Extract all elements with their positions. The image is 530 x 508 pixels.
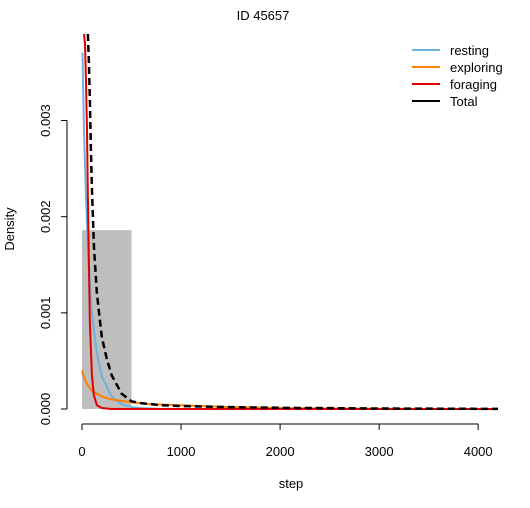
x-tick-label: 4000 xyxy=(464,444,493,459)
y-tick-label: 0.000 xyxy=(38,393,53,426)
x-tick-label: 3000 xyxy=(365,444,394,459)
series-foraging-line xyxy=(83,33,498,410)
legend-exploring-label: exploring xyxy=(450,60,503,75)
series-total-line xyxy=(86,33,499,411)
legend: resting exploring foraging Total xyxy=(412,43,503,109)
x-tick-label: 2000 xyxy=(266,444,295,459)
series-resting-line xyxy=(81,52,162,410)
chart-title: ID 45657 xyxy=(237,8,290,23)
x-axis-label: step xyxy=(279,476,304,491)
x-tick-label: 1000 xyxy=(167,444,196,459)
y-axis-label: Density xyxy=(2,207,17,251)
x-axis: 0 1000 2000 3000 4000 xyxy=(78,423,493,459)
y-tick-label: 0.001 xyxy=(38,297,53,330)
legend-total-label: Total xyxy=(450,94,478,109)
legend-foraging-label: foraging xyxy=(450,77,497,92)
y-tick-label: 0.002 xyxy=(38,200,53,233)
y-tick-label: 0.003 xyxy=(38,104,53,137)
series-layer xyxy=(81,33,499,411)
y-axis: 0.000 0.001 0.002 0.003 xyxy=(38,104,68,426)
legend-resting-label: resting xyxy=(450,43,489,58)
x-tick-label: 0 xyxy=(78,444,85,459)
